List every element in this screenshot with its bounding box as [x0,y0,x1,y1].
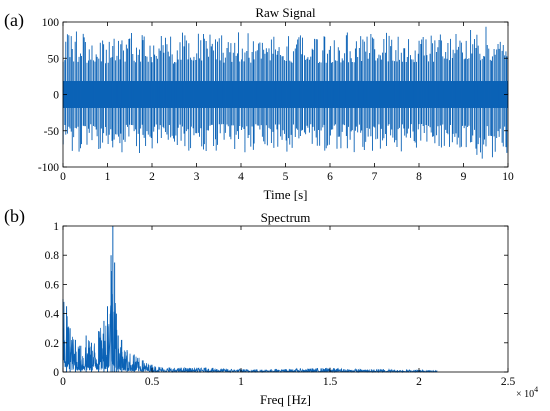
a-x-tick-label: 4 [238,171,244,183]
raw-signal-title: Raw Signal [255,5,316,20]
a-x-tick-label: 6 [327,171,333,183]
a-x-tick-label: 10 [502,171,514,183]
a-y-tick-label: -50 [44,126,60,138]
a-x-tick-label: 5 [283,171,289,183]
a-y-tick-label: 50 [48,53,60,65]
a-y-tick-label: 0 [53,90,59,102]
b-y-tick-label: 0 [53,367,59,379]
spectrum-peaks [62,226,438,372]
b-x-tick-label: 1 [238,376,244,388]
b-x-tick-label: 2.5 [501,376,516,388]
raw-signal-panel: (a) Raw Signal 0 1 2 3 4 5 6 7 8 9 10 -100 -50 0 50 100… [4,5,514,202]
panel-label-a: (a) [4,10,24,31]
a-x-tick-label: 3 [194,171,200,183]
x-multiplier-exponent: 4 [534,385,538,394]
b-y-tick-label: 0.8 [45,250,60,262]
spectrum-panel: (b) Spectrum 0 0.5 1 1.5 2 2.500.20.40.60.81 … [4,206,538,407]
b-y-tick-label: 1 [53,221,59,233]
a-x-tick-label: 2 [149,171,155,183]
b-x-tick-label: 2 [416,376,422,388]
a-y-tick-label: 100 [42,17,60,29]
raw-signal-series [62,26,509,159]
b-x-tick-label: 0.5 [145,376,160,388]
spectrum-title: Spectrum [261,210,311,225]
a-x-tick-label: 1 [105,171,111,183]
a-y-tick-label: -100 [38,162,59,174]
spectrum-x-multiplier: × 104 [516,385,538,400]
a-x-tick-label: 9 [461,171,467,183]
b-x-tick-label: 0 [60,376,66,388]
spectrum-ticks: 0 0.5 1 1.5 2 2.5 0 0.2 0.4 0.6 0.8 1 [45,221,516,388]
panel-label-b: (b) [4,206,25,227]
b-y-tick-label: 0.4 [45,309,60,321]
b-x-tick-label: 1.5 [323,376,338,388]
raw-signal-ticks: 0 1 2 3 4 5 6 7 8 9 10 -100 -50 0 50 100 [38,17,514,183]
spectrum-series [62,226,438,374]
b-y-tick-label: 0.2 [45,338,60,350]
raw-signal-x-axis-label: Time [s] [264,187,308,202]
x-multiplier-base: × 10 [516,389,534,400]
a-x-tick-label: 0 [60,171,66,183]
a-x-tick-label: 8 [416,171,422,183]
a-x-tick-label: 7 [372,171,378,183]
b-y-tick-label: 0.6 [45,279,60,291]
spectrum-line [62,271,438,374]
spectrum-axes-box [62,225,509,373]
spectrum-x-axis-label: Freq [Hz] [260,392,311,407]
